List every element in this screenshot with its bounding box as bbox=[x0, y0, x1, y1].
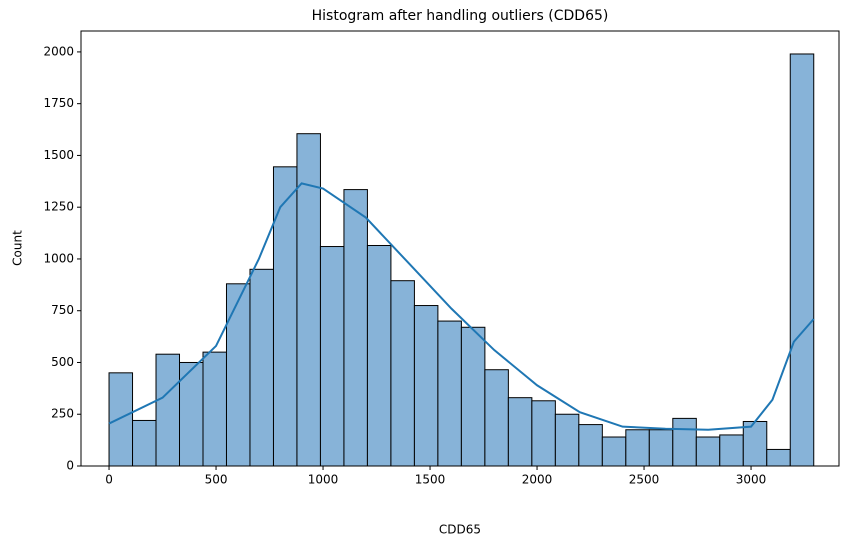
bar bbox=[202, 351, 227, 467]
x-tick-label: 2500 bbox=[629, 473, 660, 487]
kde-line bbox=[108, 182, 815, 431]
x-tick-label: 0 bbox=[105, 473, 113, 487]
bar bbox=[672, 417, 697, 467]
bar bbox=[413, 305, 439, 467]
bar bbox=[507, 397, 533, 467]
y-tick-label: 1750 bbox=[43, 96, 74, 110]
bar bbox=[437, 320, 462, 467]
bar bbox=[225, 283, 251, 467]
bar bbox=[789, 53, 815, 467]
plot-frame bbox=[80, 30, 840, 467]
bar bbox=[531, 400, 556, 467]
bar bbox=[249, 268, 274, 467]
bar bbox=[272, 166, 298, 467]
bar bbox=[484, 369, 509, 467]
bar bbox=[766, 448, 791, 467]
y-tick-label: 1500 bbox=[43, 148, 74, 162]
x-tick-label: 2000 bbox=[522, 473, 553, 487]
y-tick-label: 500 bbox=[51, 355, 74, 369]
bar bbox=[601, 436, 627, 467]
bar bbox=[319, 246, 345, 467]
bar bbox=[108, 372, 134, 467]
bar bbox=[648, 429, 674, 467]
bar bbox=[390, 280, 415, 467]
y-tick-label: 0 bbox=[66, 459, 74, 473]
y-tick-label: 1250 bbox=[43, 200, 74, 214]
bar bbox=[719, 434, 744, 467]
bar bbox=[625, 429, 650, 467]
x-tick-label: 500 bbox=[205, 473, 228, 487]
bar bbox=[554, 413, 580, 467]
bar bbox=[460, 326, 486, 467]
x-axis-label: CDD65 bbox=[439, 523, 481, 537]
y-tick-label: 1000 bbox=[43, 251, 74, 265]
bar bbox=[695, 436, 721, 467]
y-tick-label: 250 bbox=[51, 407, 74, 421]
bar bbox=[343, 189, 368, 467]
y-tick-label: 2000 bbox=[43, 44, 74, 58]
y-tick-label: 750 bbox=[51, 303, 74, 317]
x-tick-label: 3000 bbox=[736, 473, 767, 487]
bar bbox=[742, 420, 768, 467]
chart-title: Histogram after handling outliers (CDD65… bbox=[312, 8, 609, 24]
bar bbox=[578, 424, 603, 467]
y-axis-label: Count bbox=[11, 230, 25, 266]
bar bbox=[155, 353, 181, 467]
x-tick-label: 1500 bbox=[415, 473, 446, 487]
x-tick-label: 1000 bbox=[308, 473, 339, 487]
bar bbox=[366, 244, 392, 467]
bar bbox=[132, 419, 157, 467]
